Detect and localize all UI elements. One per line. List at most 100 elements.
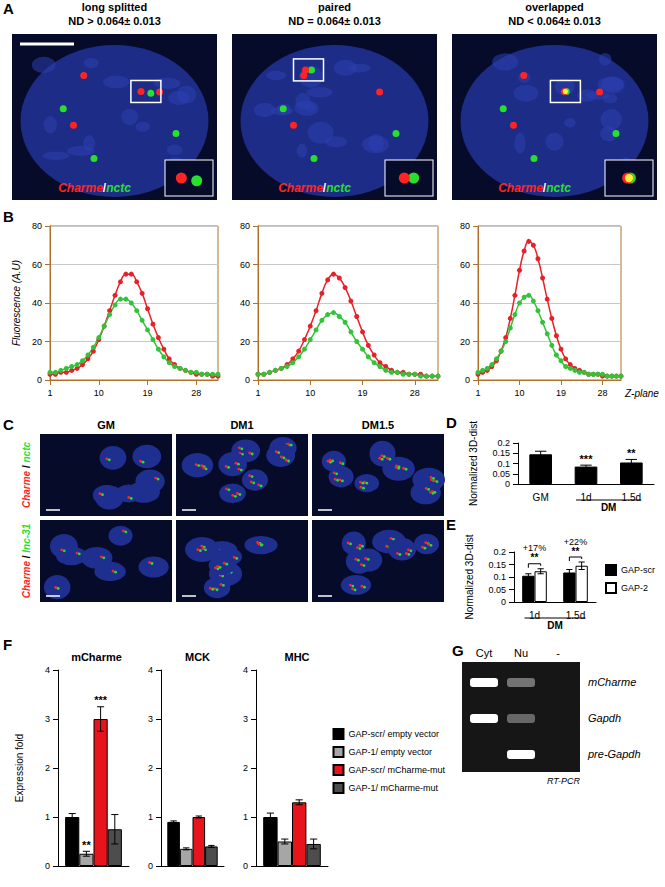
svg-text:0.1: 0.1: [497, 459, 510, 469]
svg-text:GAP-scr/ empty vector: GAP-scr/ empty vector: [348, 729, 439, 739]
svg-text:Normalized 3D-dist: Normalized 3D-dist: [464, 534, 475, 619]
svg-text:80: 80: [32, 221, 42, 231]
svg-text:long splitted: long splitted: [82, 1, 147, 13]
svg-text:DM1: DM1: [230, 419, 253, 431]
svg-text:20: 20: [460, 337, 470, 347]
svg-text:Gapdh: Gapdh: [588, 712, 621, 724]
svg-text:ND < 0.064± 0.013: ND < 0.064± 0.013: [508, 15, 601, 27]
svg-text:2: 2: [243, 763, 248, 773]
svg-text:***: ***: [94, 694, 108, 706]
svg-text:1d: 1d: [580, 492, 591, 503]
svg-text:DM: DM: [601, 502, 617, 513]
svg-text:F: F: [3, 636, 12, 653]
svg-text:-: -: [556, 647, 560, 659]
svg-text:2: 2: [148, 763, 153, 773]
svg-text:60: 60: [460, 260, 470, 270]
svg-text:ND > 0.064± 0.013: ND > 0.064± 0.013: [68, 15, 161, 27]
svg-text:DM1.5: DM1.5: [362, 419, 394, 431]
svg-text:mCharme: mCharme: [71, 651, 122, 663]
svg-text:1: 1: [255, 388, 260, 398]
svg-text:0.2: 0.2: [493, 547, 506, 557]
svg-text:0: 0: [148, 861, 153, 871]
svg-text:GAP-2: GAP-2: [621, 583, 648, 593]
svg-text:20: 20: [32, 337, 42, 347]
svg-text:1.5d: 1.5d: [622, 492, 641, 503]
svg-text:Charme/nctc: Charme/nctc: [58, 181, 131, 195]
svg-text:GAP-1/ mCharme-mut: GAP-1/ mCharme-mut: [348, 783, 438, 793]
svg-text:**: **: [627, 447, 636, 459]
svg-text:***: ***: [580, 453, 594, 465]
svg-text:paired: paired: [318, 1, 351, 13]
svg-text:**: **: [531, 552, 539, 563]
svg-text:1.5d: 1.5d: [566, 610, 585, 621]
svg-text:pre-Gapdh: pre-Gapdh: [587, 748, 641, 760]
svg-text:0.05: 0.05: [488, 585, 506, 595]
svg-text:mCharme: mCharme: [588, 676, 636, 688]
svg-text:0: 0: [465, 375, 470, 385]
svg-text:Charme / lnc-31: Charme / lnc-31: [21, 523, 32, 598]
svg-text:1: 1: [475, 388, 480, 398]
svg-text:0: 0: [501, 597, 506, 607]
svg-text:28: 28: [598, 388, 608, 398]
svg-text:A: A: [3, 0, 14, 17]
svg-text:ND = 0.064± 0.013: ND = 0.064± 0.013: [288, 15, 381, 27]
svg-text:**: **: [572, 546, 580, 557]
svg-text:4: 4: [243, 665, 248, 675]
svg-text:C: C: [3, 416, 14, 433]
svg-text:80: 80: [240, 221, 250, 231]
svg-text:D: D: [446, 414, 457, 431]
svg-text:60: 60: [32, 260, 42, 270]
svg-text:3: 3: [148, 714, 153, 724]
svg-text:GAP-scr/ mCharme-mut: GAP-scr/ mCharme-mut: [348, 765, 445, 775]
svg-text:10: 10: [305, 388, 315, 398]
svg-text:40: 40: [460, 298, 470, 308]
svg-text:2: 2: [45, 763, 50, 773]
svg-text:40: 40: [32, 298, 42, 308]
svg-text:E: E: [446, 516, 456, 533]
svg-text:0.2: 0.2: [497, 438, 510, 448]
svg-text:28: 28: [191, 388, 201, 398]
svg-text:MCK: MCK: [185, 651, 210, 663]
svg-text:GM: GM: [97, 419, 115, 431]
svg-text:Expression fold: Expression fold: [14, 734, 25, 802]
svg-text:0.1: 0.1: [493, 572, 506, 582]
svg-text:40: 40: [240, 298, 250, 308]
svg-text:0: 0: [45, 861, 50, 871]
svg-text:1: 1: [45, 812, 50, 822]
svg-text:0: 0: [243, 861, 248, 871]
svg-text:MHC: MHC: [284, 651, 309, 663]
svg-text:20: 20: [240, 337, 250, 347]
svg-text:60: 60: [240, 260, 250, 270]
svg-text:1: 1: [148, 812, 153, 822]
svg-text:0: 0: [245, 375, 250, 385]
svg-text:Normalized 3D-dist: Normalized 3D-dist: [468, 421, 479, 506]
svg-text:1: 1: [47, 388, 52, 398]
svg-text:1d: 1d: [529, 610, 540, 621]
svg-text:Nu: Nu: [514, 647, 528, 659]
svg-text:GM: GM: [533, 492, 549, 503]
svg-text:+22%: +22%: [564, 537, 587, 547]
svg-text:Charme/nctc: Charme/nctc: [278, 181, 351, 195]
svg-text:GAP-scr: GAP-scr: [621, 565, 655, 575]
svg-text:+17%: +17%: [523, 543, 546, 553]
svg-text:overlapped: overlapped: [525, 1, 584, 13]
svg-text:0.15: 0.15: [492, 448, 510, 458]
svg-text:1: 1: [243, 812, 248, 822]
svg-text:0: 0: [505, 479, 510, 489]
svg-text:G: G: [452, 642, 464, 659]
svg-text:10: 10: [94, 388, 104, 398]
svg-text:RT-PCR: RT-PCR: [547, 776, 581, 786]
svg-text:Z-plane: Z-plane: [624, 388, 659, 399]
svg-text:28: 28: [410, 388, 420, 398]
svg-text:19: 19: [556, 388, 566, 398]
svg-text:Charme/nctc: Charme/nctc: [498, 181, 571, 195]
svg-text:19: 19: [358, 388, 368, 398]
svg-text:19: 19: [143, 388, 153, 398]
svg-text:Charme / nctc: Charme / nctc: [21, 441, 32, 508]
svg-text:Cyt: Cyt: [476, 647, 493, 659]
svg-text:10: 10: [515, 388, 525, 398]
svg-text:Fluorescence (A.U): Fluorescence (A.U): [11, 260, 22, 346]
svg-text:4: 4: [45, 665, 50, 675]
svg-text:GAP-1/ empty vector: GAP-1/ empty vector: [348, 747, 432, 757]
svg-text:0.05: 0.05: [492, 469, 510, 479]
